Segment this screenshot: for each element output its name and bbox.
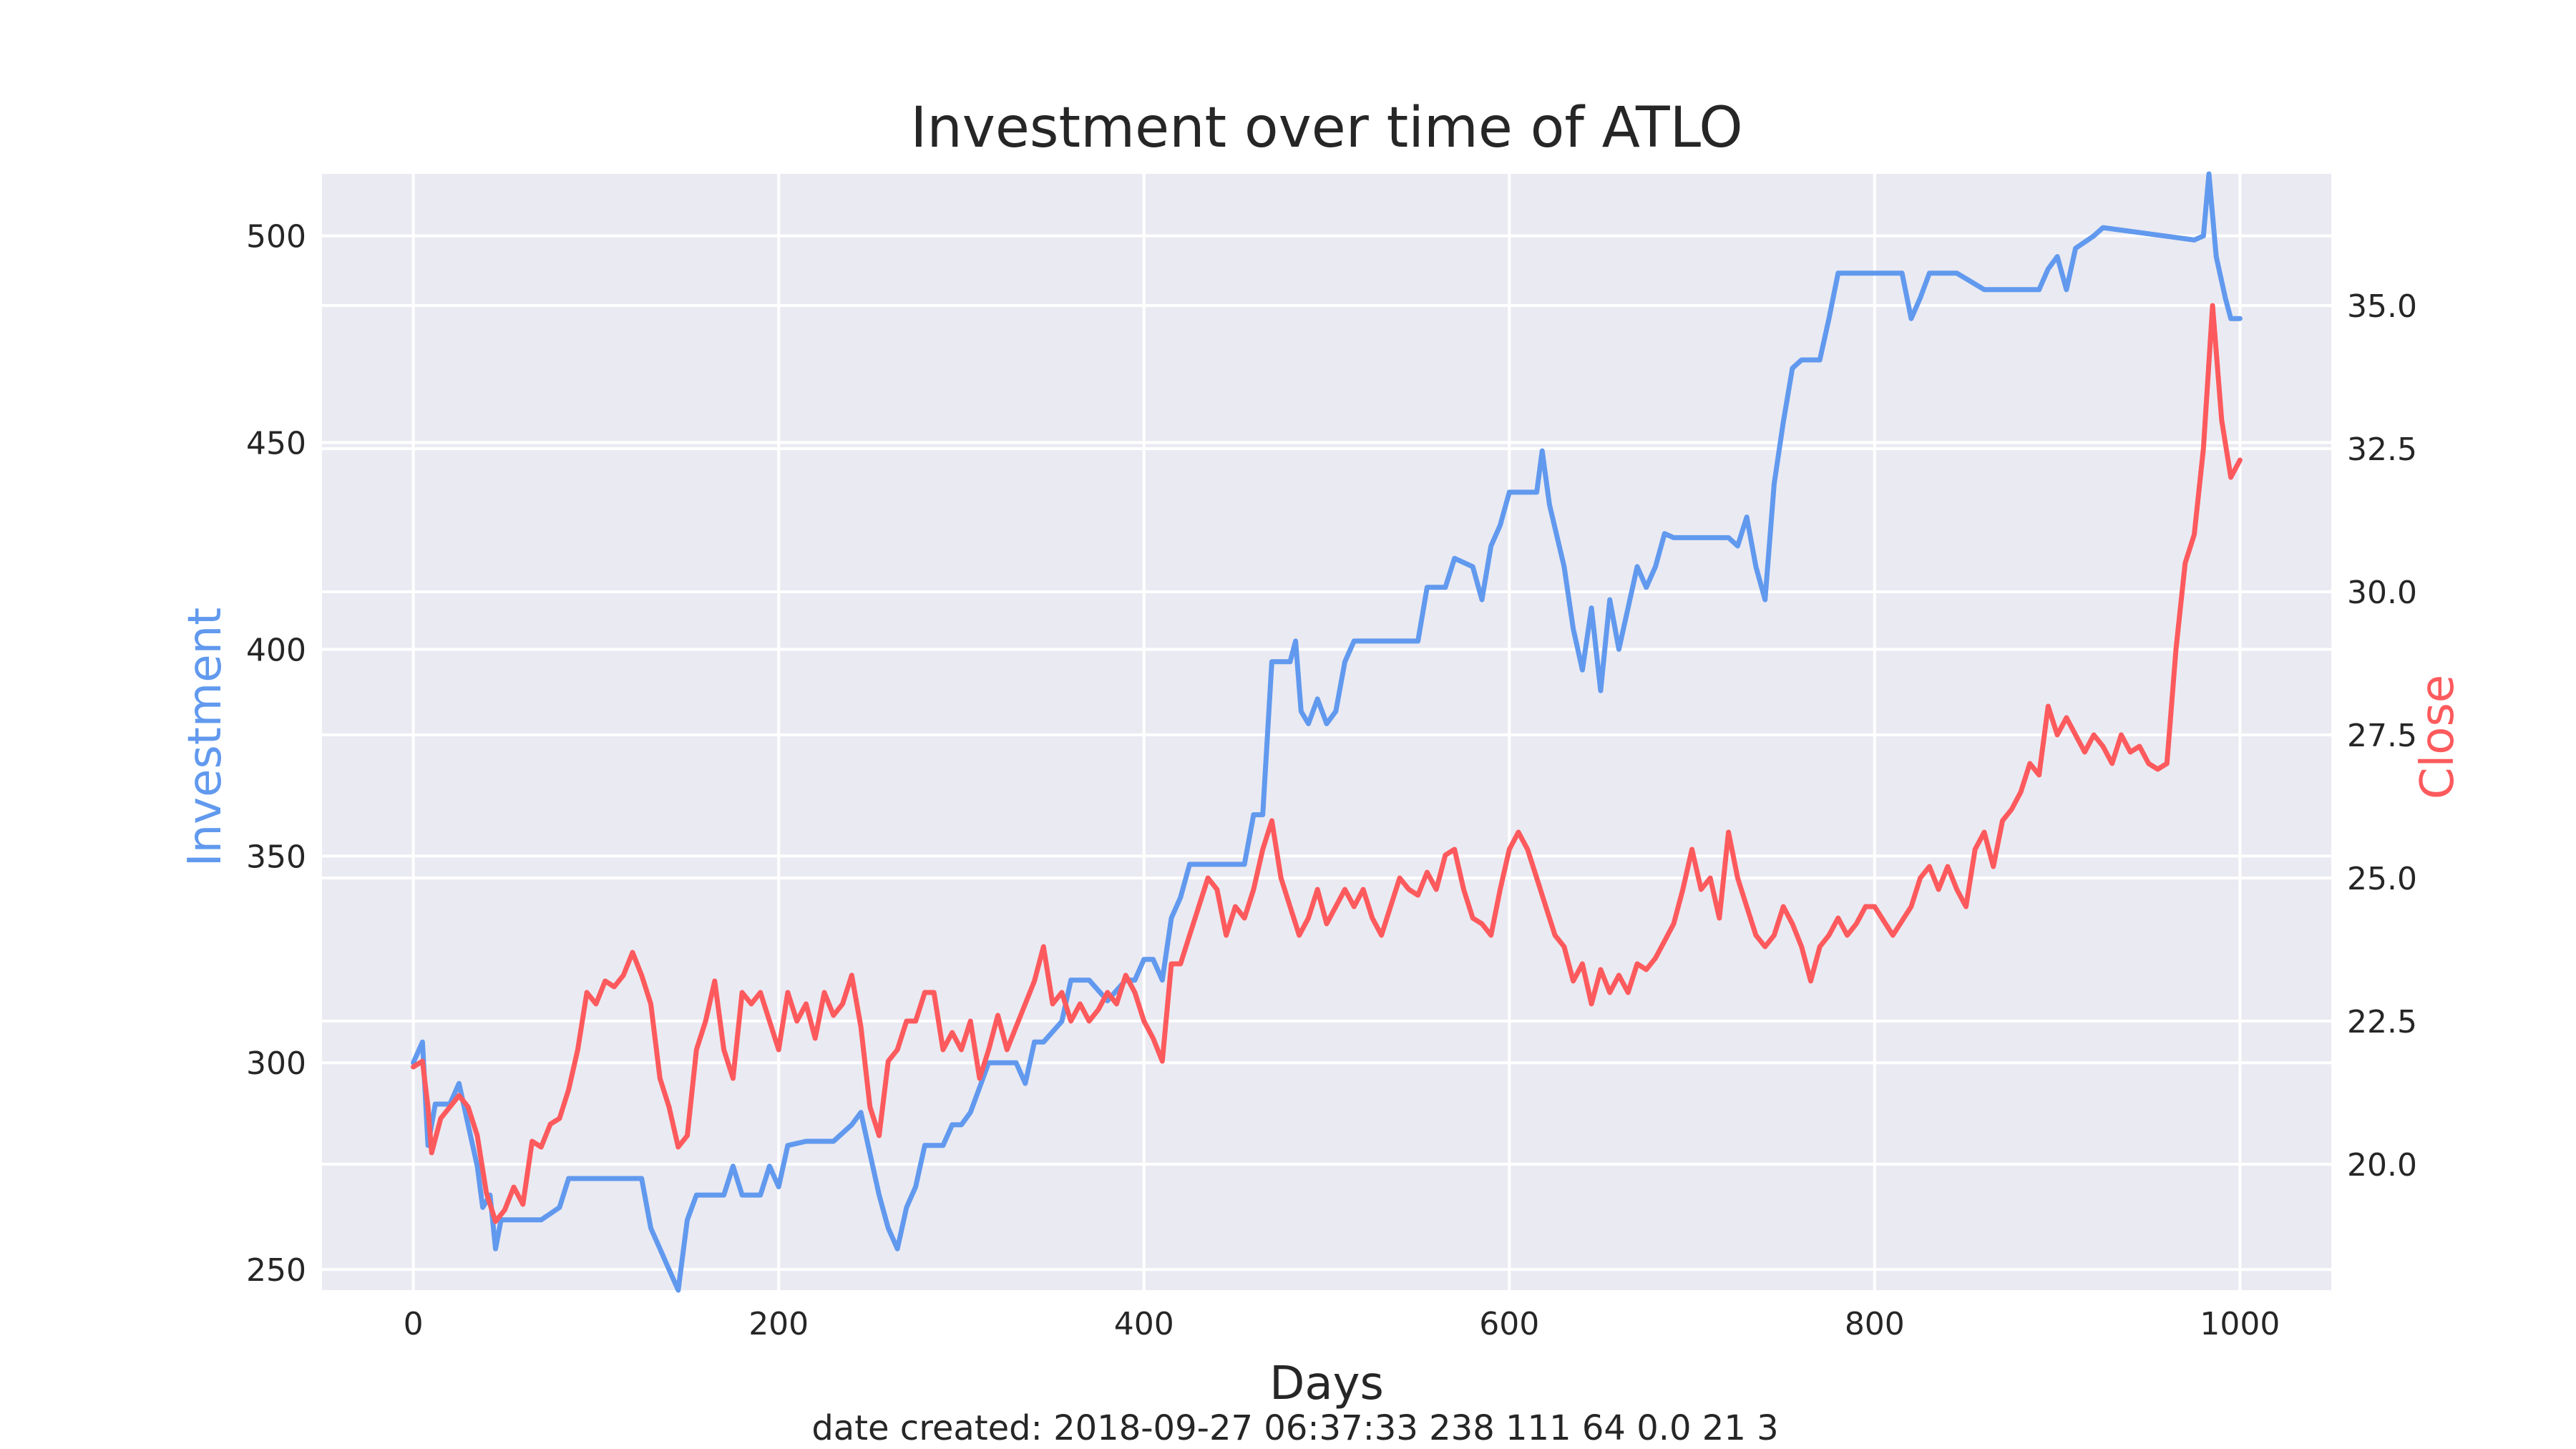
right-tick-label: 35.0 [2347, 288, 2417, 325]
right-tick-label: 30.0 [2347, 575, 2417, 611]
tick-labels: 0 200 400 600 800 1000 250 300 350 400 450 500 20.0 2… [246, 219, 2417, 1342]
right-tick-label: 27.5 [2347, 718, 2417, 754]
x-tick-label: 1000 [2200, 1306, 2280, 1342]
left-tick-label: 300 [246, 1045, 306, 1082]
grid-lines [322, 174, 2331, 1290]
left-axis-label: Investment [179, 608, 232, 867]
left-tick-label: 500 [246, 219, 306, 255]
chart-title: Investment over time of ATLO [910, 96, 1742, 160]
plot-background [322, 174, 2331, 1290]
right-tick-label: 22.5 [2347, 1004, 2417, 1040]
x-tick-label: 800 [1845, 1306, 1905, 1342]
x-tick-label: 200 [748, 1306, 809, 1342]
series-lines [411, 171, 2243, 1293]
footer-note: date created: 2018-09-27 06:37:33 238 11… [811, 1408, 1778, 1448]
left-tick-label: 250 [246, 1252, 306, 1289]
right-tick-label: 32.5 [2347, 431, 2417, 468]
right-tick-label: 20.0 [2347, 1147, 2417, 1184]
left-tick-label: 350 [246, 839, 306, 875]
left-tick-label: 400 [246, 632, 306, 668]
x-tick-label: 400 [1114, 1306, 1174, 1342]
series-line-close [411, 303, 2243, 1224]
x-tick-label: 600 [1479, 1306, 1539, 1342]
left-tick-label: 450 [246, 426, 306, 462]
right-axis-label: Close [2411, 675, 2464, 799]
x-tick-label: 0 [404, 1306, 424, 1342]
x-axis-label: Days [1269, 1357, 1384, 1410]
series-line-investment [411, 171, 2243, 1293]
right-tick-label: 25.0 [2347, 861, 2417, 897]
